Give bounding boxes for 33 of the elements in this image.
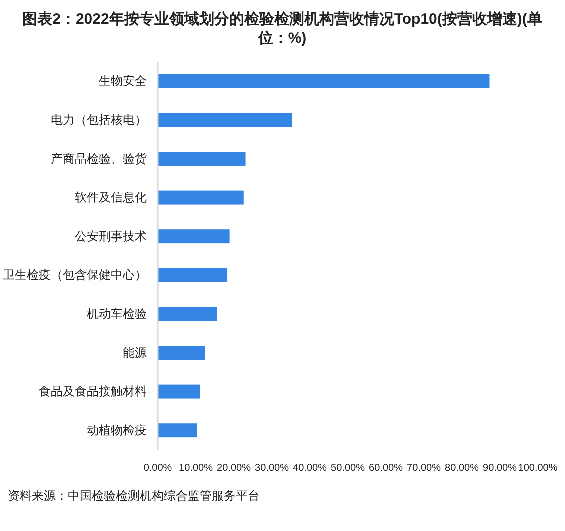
x-tick-label: 20.00%	[217, 463, 252, 474]
x-tick-label: 90.00%	[483, 463, 518, 474]
y-tick-label: 动植物检疫	[87, 423, 147, 438]
y-tick-label: 电力（包括核电）	[51, 113, 147, 128]
bar	[158, 74, 490, 88]
y-tick-label: 机动车检验	[87, 307, 147, 322]
text: 资料来源：中国检验检测机构综合监管服务平台	[8, 489, 260, 503]
y-tick-label: 公安刑事技术	[75, 229, 147, 244]
x-tick-label: 70.00%	[407, 463, 442, 474]
y-tick-label: 卫生检疫（包含保健中心）	[3, 268, 147, 282]
x-tick-label: 30.00%	[255, 463, 290, 474]
bar	[158, 384, 200, 399]
x-tick-label: 80.00%	[445, 463, 480, 474]
x-tick-label: 100.00%	[518, 463, 558, 474]
bar	[158, 424, 198, 438]
x-tick-label: 0.00%	[144, 463, 172, 474]
y-tick-label: 食品及食品接触材料	[39, 384, 147, 399]
x-tick-label: 40.00%	[293, 463, 328, 474]
bar	[158, 190, 244, 205]
y-tick-label: 生物安全	[99, 74, 147, 88]
bar	[158, 268, 228, 282]
y-tick-label: 能源	[123, 346, 147, 360]
bar	[158, 346, 206, 360]
y-tick-label: 产商品检验、验货	[51, 152, 147, 166]
bar	[158, 152, 246, 166]
y-tick-label: 软件及信息化	[75, 190, 147, 205]
x-tick-label: 50.00%	[331, 463, 366, 474]
chart-title: 图表2：2022年按专业领域划分的检验检测机构营收情况Top10(按营收增速)(单位：%)	[22, 11, 542, 47]
bar	[158, 307, 218, 322]
bar	[158, 230, 230, 244]
x-tick-label: 60.00%	[369, 463, 404, 474]
bar	[158, 113, 293, 128]
x-tick-label: 10.00%	[179, 463, 214, 474]
